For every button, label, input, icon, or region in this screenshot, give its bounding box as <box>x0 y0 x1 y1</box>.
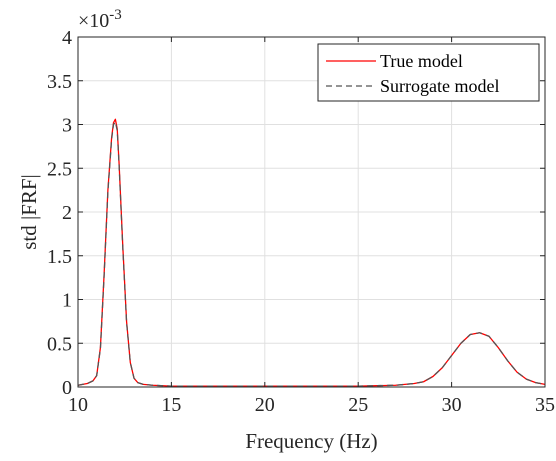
y-exponent-base: ×10 <box>78 10 109 32</box>
series-layer <box>77 118 546 387</box>
legend-box <box>317 43 540 102</box>
y-tick-label: 0 <box>62 377 72 399</box>
y-tick-label: 3 <box>62 115 72 137</box>
y-exponent-label: ×10-3 <box>78 7 122 32</box>
ticks: 10 15 20 25 30 35 0 0.5 1 1.5 2 2.5 3 3.5 4 <box>47 27 555 416</box>
series-line-surrogate-model <box>77 121 546 387</box>
y-axis-label: std |FRF| <box>17 174 41 250</box>
y-tick-label: 3.5 <box>47 71 72 93</box>
y-tick-label: 1.5 <box>47 246 72 268</box>
grid <box>78 37 545 387</box>
y-tick-label: 4 <box>62 27 72 49</box>
x-tick-label: 35 <box>535 394 555 416</box>
x-tick-label: 20 <box>255 394 275 416</box>
y-exponent-power: -3 <box>109 7 122 23</box>
legend-label-true-model: True model <box>380 51 463 71</box>
x-tick-label: 10 <box>68 394 88 416</box>
x-tick-label: 15 <box>161 394 181 416</box>
x-tick-label: 30 <box>442 394 462 416</box>
legend-label-surrogate-model: Surrogate model <box>380 76 499 96</box>
x-tick-label: 25 <box>348 394 368 416</box>
y-tick-label: 2 <box>62 202 72 224</box>
y-tick-label: 2.5 <box>47 158 72 180</box>
legend: True model Surrogate model <box>317 43 540 102</box>
y-tick-label: 1 <box>62 290 72 312</box>
x-axis-label: Frequency (Hz) <box>245 429 377 453</box>
y-tick-label: 0.5 <box>47 333 72 355</box>
